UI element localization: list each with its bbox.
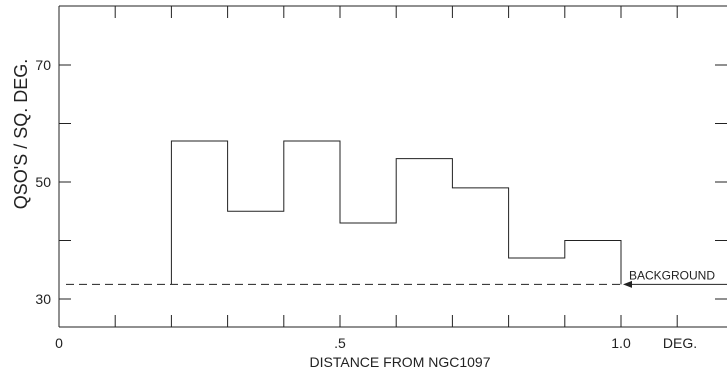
- x-tick-label: .5: [334, 335, 346, 351]
- y-tick-labels: 30 50 70: [35, 57, 51, 307]
- y-ticks: [59, 64, 727, 300]
- x-tick-label: 1.0: [611, 335, 631, 351]
- x-tick-label: 0: [55, 335, 63, 351]
- y-tick-label: 50: [35, 174, 51, 190]
- y-tick-label: 30: [35, 291, 51, 307]
- y-tick-label: 70: [35, 57, 51, 73]
- y-axis-title: QSO'S / SQ. DEG.: [11, 59, 31, 209]
- background-label: BACKGROUND: [629, 268, 715, 282]
- background-arrowhead: [623, 280, 632, 288]
- x-axis-title: DISTANCE FROM NGC1097: [310, 354, 491, 370]
- histogram-outline: [170, 140, 622, 285]
- x-tick-labels: 0 .5 1.0: [55, 335, 631, 351]
- x-ticks: [58, 6, 678, 327]
- x-unit-label: DEG.: [663, 335, 697, 351]
